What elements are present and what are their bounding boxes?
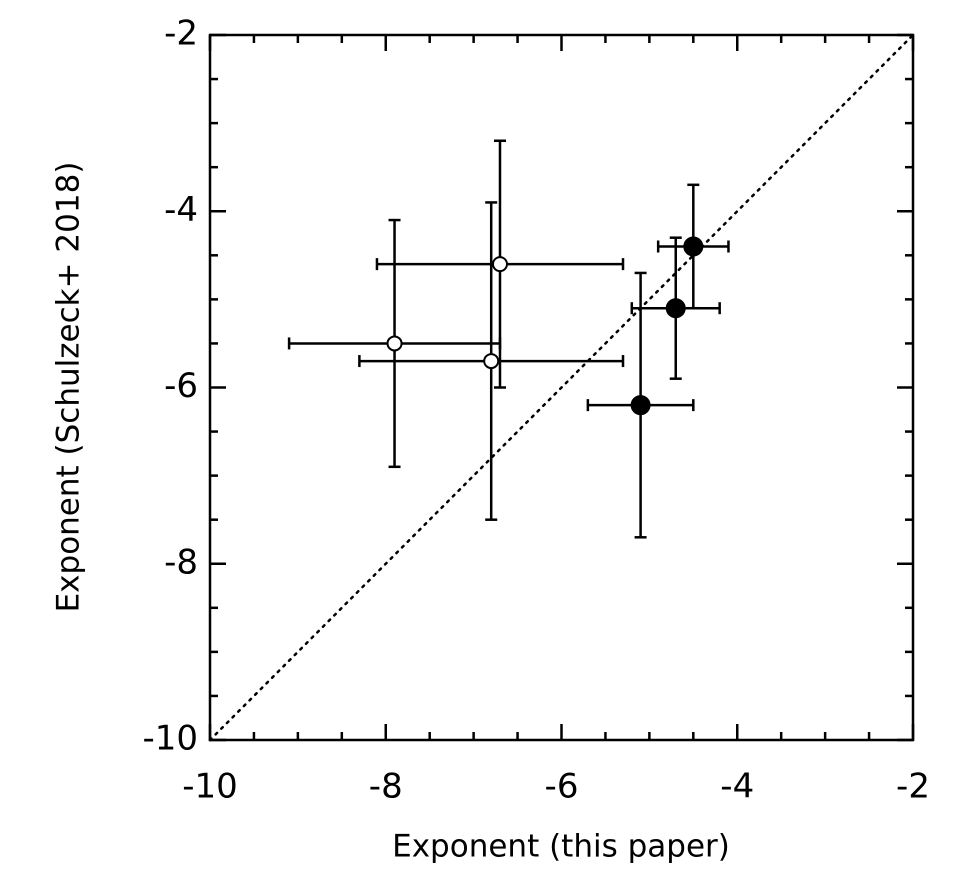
x-tick-label: -6 xyxy=(545,767,579,807)
point xyxy=(483,353,500,370)
y-axis-label: Exponent (Schulzeck+ 2018) xyxy=(51,162,87,613)
x-tick-label: -10 xyxy=(182,767,238,807)
y-tick-label: -4 xyxy=(164,190,198,230)
y-tick-label: -10 xyxy=(142,719,198,759)
y-tick-label: -2 xyxy=(164,14,198,54)
y-tick-label: -6 xyxy=(164,366,198,406)
point xyxy=(491,256,508,273)
identity-line xyxy=(208,33,915,742)
x-axis-label: Exponent (this paper) xyxy=(392,829,730,865)
point xyxy=(665,298,686,319)
x-tick-label: -4 xyxy=(720,767,754,807)
y-tick-label: -8 xyxy=(164,542,198,582)
x-tick-label: -2 xyxy=(896,767,930,807)
plot-frame xyxy=(208,33,915,742)
x-tick-label: -8 xyxy=(369,767,403,807)
point xyxy=(630,395,651,416)
point xyxy=(386,335,403,352)
point xyxy=(683,236,704,257)
